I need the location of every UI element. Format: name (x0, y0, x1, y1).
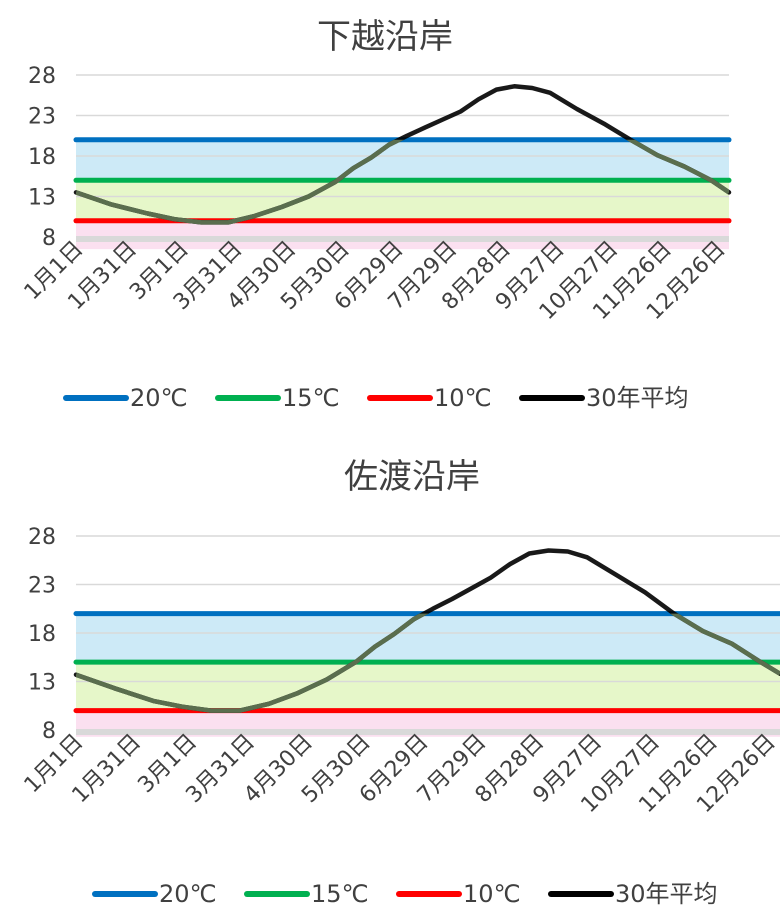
legend-label: 15℃ (311, 880, 369, 908)
y-tick-label: 18 (28, 145, 56, 170)
temperature-band-2 (76, 180, 729, 221)
y-tick-label: 13 (28, 186, 56, 211)
legend-label: 15℃ (282, 384, 340, 412)
chart-panel-2: 佐渡沿岸2823181381月1日1月31日3月1日3月31日4月30日5月30… (20, 457, 780, 908)
y-tick-label: 28 (28, 525, 56, 550)
temperature-band-3 (76, 139, 729, 181)
y-tick-label: 28 (28, 64, 56, 89)
temperature-band-2 (76, 662, 780, 711)
series-line-average-in-band (76, 613, 780, 713)
temperature-band-1 (76, 220, 729, 250)
legend-label: 20℃ (159, 880, 217, 908)
chart-title: 佐渡沿岸 (344, 457, 480, 497)
legend-label: 10℃ (434, 384, 492, 412)
legend-label: 30年平均 (615, 880, 718, 908)
temperature-band-3 (76, 613, 780, 663)
legend-label: 10℃ (463, 880, 521, 908)
series-line-average-in-band (76, 139, 729, 225)
y-tick-label: 23 (28, 574, 56, 599)
y-tick-label: 18 (28, 622, 56, 647)
y-tick-label: 23 (28, 105, 56, 130)
chart-panel-1: 下越沿岸2823181381月1日1月31日3月1日3月31日4月30日5月30… (20, 17, 732, 412)
legend-label: 20℃ (130, 384, 188, 412)
y-tick-label: 8 (42, 719, 56, 744)
y-tick-label: 13 (28, 671, 56, 696)
y-tick-label: 8 (42, 226, 56, 251)
chart-title: 下越沿岸 (317, 17, 453, 57)
legend-label: 30年平均 (586, 384, 689, 412)
